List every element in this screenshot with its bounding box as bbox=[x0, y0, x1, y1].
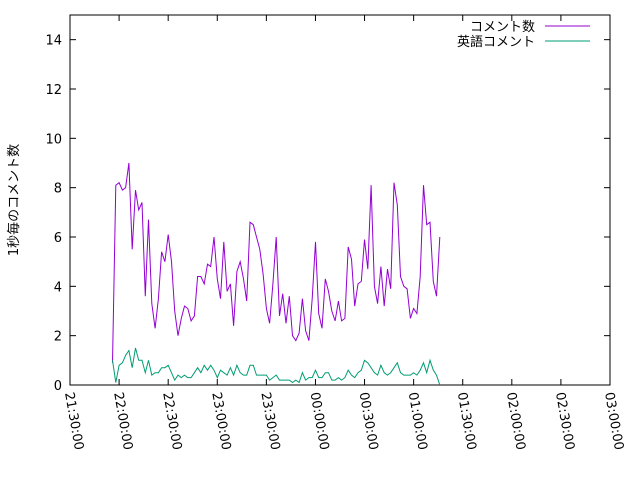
x-tick-label: 00:30:00 bbox=[356, 391, 381, 451]
y-axis-label: 1秒毎のコメント数 bbox=[6, 144, 22, 256]
y-tick-label: 14 bbox=[45, 34, 62, 49]
x-tick-label: 01:30:00 bbox=[454, 391, 479, 451]
y-tick-label: 10 bbox=[45, 132, 62, 147]
y-tick-label: 4 bbox=[54, 280, 62, 295]
y-axis: 0 2 4 6 8 10 12 14 bbox=[45, 34, 610, 394]
x-tick-label: 22:30:00 bbox=[159, 391, 184, 451]
x-tick-label: 03:00:00 bbox=[601, 391, 626, 451]
legend-label: 英語コメント bbox=[457, 34, 535, 50]
legend-label: コメント数 bbox=[470, 20, 535, 35]
x-tick-label: 23:00:00 bbox=[208, 391, 233, 451]
x-tick-label: 01:00:00 bbox=[405, 391, 430, 451]
plot-frame bbox=[69, 14, 611, 386]
x-tick-label: 02:30:00 bbox=[552, 391, 577, 451]
y-tick-label: 2 bbox=[54, 330, 62, 345]
series-line-2 bbox=[112, 347, 441, 386]
x-axis: 21:30:00 22:00:00 22:30:00 23:00:00 23:30:00… bbox=[61, 15, 626, 451]
series-line-1 bbox=[112, 162, 441, 363]
series-layer bbox=[112, 162, 441, 386]
y-tick-label: 12 bbox=[45, 83, 62, 98]
x-tick-label: 22:00:00 bbox=[110, 391, 135, 451]
x-tick-label: 21:30:00 bbox=[61, 391, 86, 451]
x-tick-label: 23:30:00 bbox=[257, 391, 282, 451]
y-tick-label: 6 bbox=[54, 231, 62, 246]
y-tick-label: 0 bbox=[54, 379, 62, 394]
y-tick-label: 8 bbox=[54, 182, 62, 197]
x-tick-label: 00:00:00 bbox=[307, 391, 332, 451]
x-tick-label: 02:00:00 bbox=[503, 391, 528, 451]
